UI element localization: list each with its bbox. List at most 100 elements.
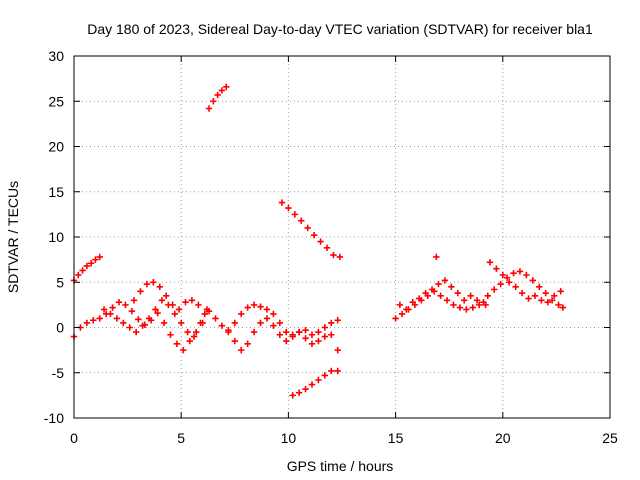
y-tick-label: 15 (48, 184, 64, 200)
y-tick-label: -10 (44, 410, 64, 426)
data-point (443, 297, 451, 304)
data-point (497, 280, 504, 288)
data-point (548, 297, 556, 304)
data-point (525, 295, 532, 302)
series-arc-afternoon-low (392, 288, 489, 322)
data-point (321, 324, 329, 331)
data-point (499, 271, 506, 279)
data-point (167, 331, 174, 338)
data-point (152, 306, 159, 313)
data-point (448, 283, 455, 290)
data-point (225, 328, 232, 336)
data-point (538, 297, 545, 304)
data-point (334, 317, 341, 324)
data-point (201, 310, 208, 318)
data-point (184, 328, 191, 336)
data-point (291, 211, 299, 218)
data-point (531, 292, 539, 300)
axis-ticks (73, 55, 611, 419)
data-point (218, 87, 226, 94)
data-point (323, 244, 331, 252)
y-tick-label: 10 (48, 229, 64, 245)
data-point (109, 304, 116, 311)
data-point (486, 259, 494, 266)
data-point (308, 331, 316, 338)
data-point (328, 367, 335, 375)
y-tick-labels: -10 -5 0 5 10 15 20 25 30 (44, 48, 64, 426)
data-point (473, 297, 481, 304)
data-point (193, 328, 200, 336)
data-point (276, 331, 284, 338)
data-point (456, 304, 464, 311)
data-point (278, 199, 286, 206)
data-point (315, 376, 322, 384)
data-point (330, 251, 337, 259)
data-point (283, 328, 290, 336)
data-point (403, 306, 410, 313)
data-point (205, 105, 213, 112)
data-point (143, 280, 151, 288)
data-point (115, 298, 123, 306)
y-tick-label: 0 (56, 320, 64, 336)
data-point (551, 292, 558, 300)
data-point (214, 91, 221, 99)
data-point (295, 328, 303, 336)
series-arc-morning-high (130, 279, 208, 318)
data-point (182, 298, 189, 306)
y-tick-label: 25 (48, 93, 64, 109)
data-point (476, 301, 483, 309)
data-point (422, 289, 429, 297)
data-point (270, 322, 277, 329)
x-tick-labels: 0 5 10 15 20 25 (70, 430, 618, 446)
data-point (195, 301, 202, 309)
series-arc-morning-mid (100, 297, 211, 340)
data-point (263, 315, 271, 322)
series-arc-spike (205, 83, 230, 112)
data-point (132, 328, 140, 336)
data-point (334, 367, 341, 375)
data-point (190, 333, 198, 340)
data-point (555, 301, 562, 309)
data-point (392, 315, 399, 322)
data-point (130, 297, 138, 304)
data-point (197, 319, 204, 327)
y-axis-title: SDTVAR / TECUs (5, 181, 21, 293)
data-point (289, 392, 296, 399)
data-point (304, 224, 311, 232)
data-point (257, 319, 264, 327)
data-point (529, 277, 537, 284)
series-arc-midday-mid (231, 301, 341, 338)
data-point (428, 286, 436, 293)
data-point (493, 265, 500, 272)
series-arc-evening-high (486, 259, 564, 306)
data-point (83, 319, 91, 327)
data-point (173, 340, 181, 347)
data-point (238, 346, 245, 354)
data-point (398, 310, 406, 318)
data-point (223, 83, 230, 90)
data-point (212, 315, 219, 322)
data-point (87, 260, 95, 267)
y-tick-label: -5 (52, 365, 65, 381)
data-point (506, 279, 513, 286)
data-point (100, 306, 108, 313)
data-point (336, 253, 344, 261)
data-points (70, 83, 567, 399)
data-point (544, 298, 552, 306)
data-point (289, 331, 296, 338)
data-point (257, 303, 264, 310)
data-point (156, 283, 163, 290)
data-point (433, 253, 440, 261)
data-point (145, 315, 153, 322)
data-point (75, 271, 82, 279)
data-point (90, 317, 97, 324)
data-point (396, 301, 404, 309)
data-point (559, 304, 567, 311)
series-arc-early-high (70, 253, 103, 284)
data-point (169, 301, 176, 309)
series-arc-descending (278, 199, 344, 261)
data-point (409, 298, 416, 306)
grid-lines (74, 56, 610, 418)
data-point (180, 346, 187, 354)
